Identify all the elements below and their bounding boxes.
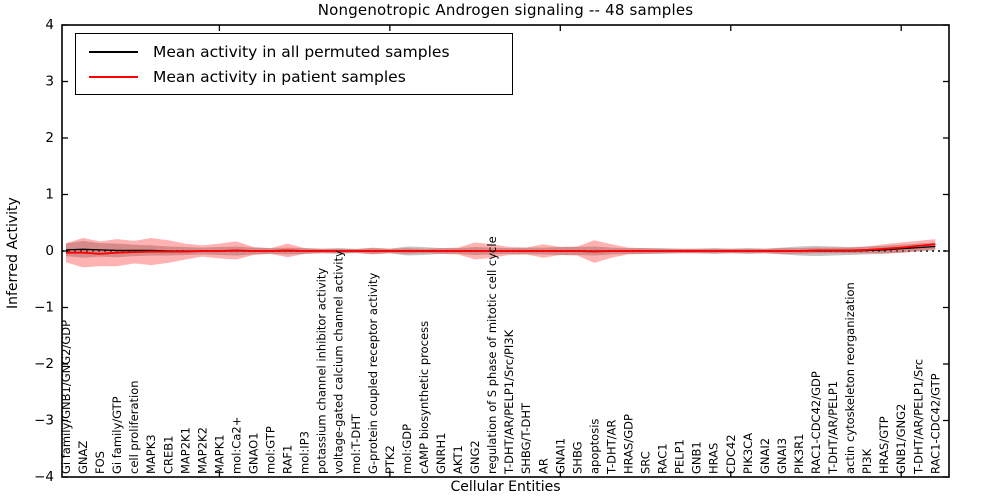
- x-entity-label: GNAI2: [758, 438, 772, 474]
- x-entity-label: SRC: [639, 451, 653, 474]
- permuted-line-swatch: [89, 50, 138, 53]
- x-entity-label: T-DHT/AR/PELP1: [826, 381, 840, 475]
- y-tick-label: −4: [34, 469, 54, 485]
- chart-title: Nongenotropic Androgen signaling -- 48 s…: [317, 1, 694, 19]
- x-entity-label: cAMP biosynthetic process: [417, 321, 431, 474]
- x-entity-label: CREB1: [161, 436, 175, 475]
- y-tick-label: −3: [34, 413, 54, 429]
- x-entity-label: MAPK1: [212, 434, 226, 474]
- y-axis-label: Inferred Activity: [5, 197, 21, 309]
- x-entity-label: apoptosis: [587, 419, 601, 474]
- x-entity-label: PI3K: [860, 448, 874, 474]
- y-tick-label: 1: [45, 187, 54, 203]
- y-tick-label: −1: [34, 300, 54, 316]
- x-entity-label: MAP2K2: [195, 427, 209, 474]
- x-entity-label: PTK2: [383, 445, 397, 474]
- patient-band: [66, 238, 936, 268]
- x-entity-label: GNB1: [690, 441, 704, 474]
- x-entity-label: actin cytoskeleton reorganization: [843, 282, 857, 474]
- x-entity-label: GNAZ: [76, 441, 90, 474]
- y-tick-label: 0: [45, 243, 54, 259]
- x-entity-label: HRAS/GTP: [877, 416, 891, 474]
- legend-label-permuted: Mean activity in all permuted samples: [153, 42, 450, 61]
- y-tick-label: −2: [34, 356, 54, 372]
- x-entity-label: mol:GDP: [400, 424, 414, 474]
- x-entity-label: MAPK3: [144, 434, 158, 474]
- x-entity-label: mol:T-DHT: [349, 413, 363, 474]
- x-entity-label: Gi family/GNB1/GNG2/GDP: [59, 320, 73, 474]
- x-entity-label: T-DHT/AR/PELP1/Src/PI3K: [502, 329, 516, 475]
- x-entity-label: PIK3CA: [741, 433, 755, 474]
- x-entity-label: GNB1/GNG2: [894, 404, 908, 474]
- x-entity-label: potassium channel inhibitor activity: [315, 268, 329, 474]
- x-entity-label: HRAS: [707, 443, 721, 474]
- x-entity-label: RAC1-CDC42/GDP: [809, 371, 823, 474]
- x-entity-label: voltage-gated calcium channel activity: [332, 250, 346, 474]
- x-entity-label: RAF1: [281, 445, 295, 474]
- permuted-band: [66, 240, 936, 258]
- x-entity-label: T-DHT/AR: [604, 420, 618, 475]
- legend-label-patient: Mean activity in patient samples: [153, 67, 406, 86]
- x-entity-label: SHBG: [570, 441, 584, 474]
- x-entity-label: PELP1: [673, 439, 687, 474]
- x-entity-label: mol:IP3: [298, 431, 312, 474]
- x-entity-label: cell proliferation: [127, 380, 141, 474]
- x-entity-label: Gi family/GTP: [110, 396, 124, 474]
- x-entity-label: SHBG/T-DHT: [519, 402, 533, 474]
- x-entity-label: HRAS/GDP: [621, 414, 635, 474]
- patient-mean-line: [66, 243, 936, 255]
- x-entity-label: MAP2K1: [178, 427, 192, 474]
- x-entity-label: GNAO1: [246, 432, 260, 474]
- x-entity-label: GNAI3: [775, 438, 789, 474]
- x-entity-label: G-protein coupled receptor activity: [366, 272, 380, 474]
- x-entity-label: FOS: [93, 451, 107, 474]
- patient-line-swatch: [89, 75, 138, 78]
- x-entity-label: RAC1-CDC42/GTP: [928, 373, 942, 474]
- x-entity-label: PIK3R1: [792, 434, 806, 475]
- x-entity-label: CDC42: [724, 434, 738, 474]
- legend-entry-permuted: Mean activity in all permuted samples: [89, 43, 512, 61]
- legend: Mean activity in all permuted samples Me…: [75, 33, 513, 95]
- x-entity-label: RAC1: [656, 443, 670, 474]
- y-tick-label: 3: [45, 74, 54, 90]
- x-entity-label: mol:Ca2+: [229, 417, 243, 474]
- x-entity-label: AKT1: [451, 445, 465, 474]
- y-tick-label: 2: [45, 130, 54, 146]
- x-entity-label: AR: [536, 458, 550, 474]
- x-entity-label: T-DHT/AR/PELP1/Src: [911, 359, 925, 475]
- x-entity-label: GNAI1: [553, 438, 567, 474]
- x-entity-label: mol:GTP: [264, 426, 278, 474]
- x-axis-label: Cellular Entities: [450, 479, 561, 495]
- legend-entry-patient: Mean activity in patient samples: [89, 68, 512, 86]
- x-entity-label: GNG2: [468, 440, 482, 474]
- x-entity-label: GNRH1: [434, 433, 448, 474]
- y-tick-label: 4: [45, 17, 54, 33]
- x-entity-label: regulation of S phase of mitotic cell cy…: [485, 236, 499, 474]
